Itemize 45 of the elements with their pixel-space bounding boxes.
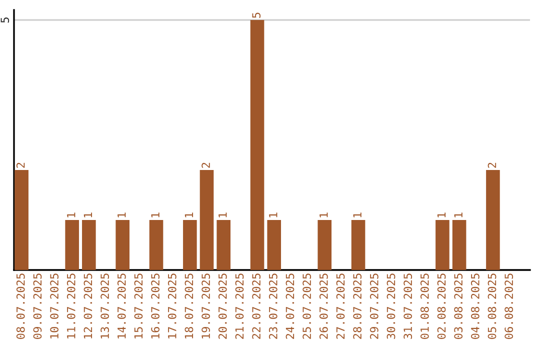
x-tick-label: 14.07.2025	[117, 274, 126, 338]
x-tick-label: 23.07.2025	[268, 274, 278, 339]
x-tick-label: 09.07.2025	[33, 274, 42, 339]
x-tick-label: 18.07.2025	[184, 274, 194, 338]
x-tick-label: 17.07.2025	[168, 274, 176, 338]
data-label: 2	[488, 162, 496, 168]
x-tick-label: 01.08.2025	[420, 274, 429, 339]
x-tick-label: 03.08.2025	[454, 274, 463, 339]
x-tick-label: 27.07.2025	[336, 274, 345, 339]
data-label: 1	[151, 212, 160, 218]
x-tick-label: 05.08.2025	[488, 274, 496, 339]
x-tick-label: 19.07.2025	[202, 274, 210, 338]
data-label: 1	[437, 212, 446, 218]
data-label: 1	[67, 212, 76, 218]
x-tick-label: 25.07.2025	[302, 274, 312, 339]
x-tick-label: 02.08.2025	[437, 274, 446, 339]
x-tick-label: 10.07.2025	[50, 274, 58, 338]
data-label: 1	[118, 212, 126, 218]
x-tick-label: 08.07.2025	[16, 274, 25, 339]
data-label: 1	[353, 212, 362, 218]
x-tick-label: 13.07.2025	[100, 274, 110, 338]
x-tick-label: 15.07.2025	[134, 274, 143, 338]
x-tick-label: 22.07.2025	[252, 274, 261, 339]
x-tick-label: 28.07.2025	[353, 274, 362, 339]
data-label: 1	[184, 212, 194, 218]
x-tick-label: 06.08.2025	[504, 274, 514, 339]
x-tick-label: 11.07.2025	[66, 274, 76, 338]
data-label: 2	[202, 162, 210, 168]
x-tick-label: 31.07.2025	[404, 274, 412, 339]
data-label: 1	[320, 212, 328, 218]
data-label: 1	[269, 212, 278, 218]
x-tick-label: 04.08.2025	[470, 274, 480, 339]
data-label: 1	[454, 212, 462, 218]
x-tick-label: 30.07.2025	[386, 274, 396, 339]
data-label: 5	[252, 12, 261, 18]
x-tick-label: 12.07.2025	[84, 274, 92, 338]
x-tick-label: 29.07.2025	[370, 274, 378, 339]
x-tick-label: 16.07.2025	[151, 274, 160, 338]
data-label: 1	[218, 212, 227, 218]
data-label: 2	[16, 162, 25, 168]
data-label: 1	[84, 212, 92, 218]
x-tick-label: 20.07.2025	[218, 274, 227, 339]
x-tick-label: 26.07.2025	[319, 274, 328, 339]
x-tick-label: 21.07.2025	[235, 274, 244, 339]
x-tick-label: 24.07.2025	[286, 274, 294, 339]
